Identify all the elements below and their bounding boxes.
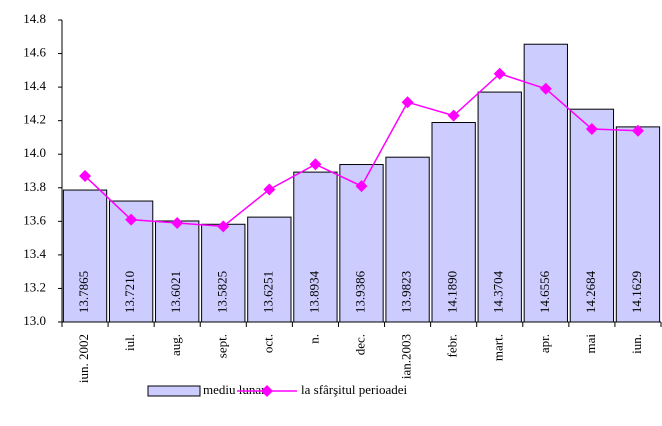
x-tick-label: oct. (260, 334, 275, 353)
marker (539, 82, 552, 95)
marker (493, 67, 506, 80)
marker (263, 183, 276, 196)
x-tick-label: mai (583, 334, 598, 354)
y-tick-label: 13.4 (23, 246, 46, 261)
bar-value-label: 14.1890 (445, 271, 460, 313)
y-tick-label: 13.6 (23, 212, 46, 227)
bar-value-label: 14.6556 (537, 270, 552, 313)
x-tick-label: dec. (352, 334, 367, 355)
marker (401, 96, 414, 109)
bar (293, 171, 338, 323)
y-tick-label: 13.0 (23, 313, 46, 328)
x-tick-label: iul. (122, 334, 137, 351)
y-tick-label: 14.6 (23, 45, 46, 60)
legend-marker (261, 385, 273, 397)
marker (585, 123, 598, 136)
bar-value-label: 13.9386 (352, 270, 367, 313)
y-tick-label: 13.8 (23, 179, 46, 194)
x-tick-label: febr. (445, 334, 460, 357)
bar (615, 126, 661, 323)
bar (201, 223, 246, 323)
x-tick-label: n. (306, 334, 321, 344)
marker (355, 180, 368, 193)
bar-value-label: 14.1629 (629, 271, 644, 313)
bar (431, 122, 476, 323)
y-tick-label: 14.4 (23, 78, 46, 93)
y-tick-label: 13.2 (23, 279, 46, 294)
x-tick-label: iun. 2002 (76, 334, 91, 383)
legend-label: mediu lunar (203, 382, 266, 397)
bar-value-label: 13.8934 (306, 270, 321, 313)
bar-value-label: 13.5825 (214, 271, 229, 313)
legend-label: la sfârşitul perioadei (301, 382, 408, 397)
marker (309, 158, 322, 171)
bar-value-label: 13.6251 (260, 271, 275, 313)
bar-value-label: 13.7210 (122, 271, 137, 313)
bar-value-label: 14.3704 (491, 270, 506, 313)
x-tick-label: apr. (537, 334, 552, 353)
bar (62, 189, 108, 323)
legend-swatch (147, 385, 201, 397)
marker (171, 217, 184, 230)
marker (447, 109, 460, 122)
bar (385, 156, 430, 323)
x-tick-label: sept. (214, 334, 229, 358)
bar (477, 91, 522, 323)
y-tick-label: 14.8 (23, 11, 46, 26)
marker (631, 124, 644, 137)
y-tick-label: 14.0 (23, 145, 46, 160)
x-tick-label: ian.2003 (399, 334, 414, 379)
marker (217, 220, 230, 233)
bar (569, 108, 615, 323)
bar-value-label: 13.9823 (399, 271, 414, 313)
bar-value-label: 14.2684 (583, 270, 598, 313)
y-tick-label: 14.2 (23, 112, 46, 127)
marker (125, 213, 138, 226)
bar (247, 216, 292, 323)
x-tick-label: aug. (168, 334, 183, 356)
bar-value-label: 13.7865 (76, 271, 91, 313)
marker (79, 170, 92, 183)
bar-value-label: 13.6021 (168, 271, 183, 313)
x-tick-label: iun. (629, 334, 644, 354)
x-tick-label: mart. (491, 334, 506, 361)
